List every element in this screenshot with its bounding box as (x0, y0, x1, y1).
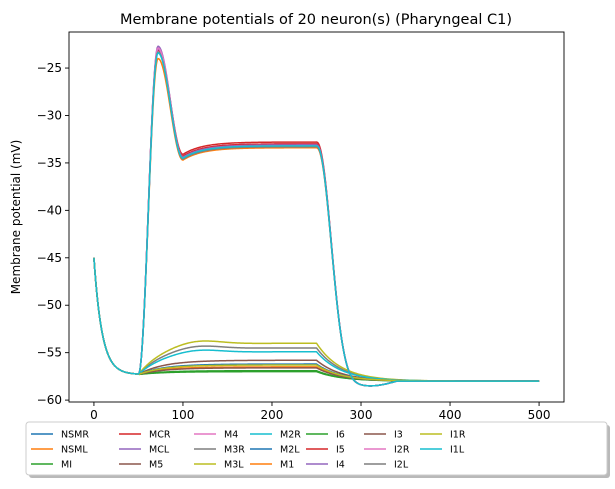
y-tick-label: −35 (37, 156, 62, 170)
chart-title: Membrane potentials of 20 neuron(s) (Pha… (120, 12, 512, 28)
series-layer (93, 45, 540, 387)
x-axis: 0 100 200 300 400 500 (90, 402, 551, 422)
y-tick-label: −50 (37, 298, 62, 312)
legend-label: M5 (149, 460, 163, 471)
legend-label: M1 (280, 460, 294, 471)
legend-label: I2L (394, 460, 409, 471)
plot-area-background (69, 32, 564, 402)
x-tick-label: 100 (172, 408, 195, 422)
y-axis-label: Membrane potential (mV) (9, 140, 23, 295)
legend-label: MCL (149, 445, 170, 456)
legend-label: MCR (149, 430, 171, 441)
legend-label: M4 (224, 430, 238, 441)
legend-label: I5 (336, 445, 345, 456)
legend-label: I3 (394, 430, 403, 441)
legend-label: I4 (336, 460, 345, 471)
plot-frame (68, 31, 565, 403)
legend-label: M3L (224, 460, 244, 471)
legend-label: I2R (394, 445, 410, 456)
legend-label: MI (61, 460, 72, 471)
y-axis: −60 −55 −50 −45 −40 −35 −30 −25 (37, 61, 69, 407)
legend-label: M2L (280, 445, 300, 456)
legend: NSMR NSML MI MCR MCL M5 M4 M3R M3L M2R M2L M1 I6 I5 I4… (25, 421, 610, 478)
y-tick-label: −60 (37, 393, 62, 407)
legend-label: M2R (280, 430, 301, 441)
legend-label: NSML (61, 445, 88, 456)
legend-items: NSMR NSML MI MCR MCL M5 M4 M3R M3L M2R M2L M1 I6 I5 I4… (31, 430, 466, 471)
legend-label: I1R (450, 430, 466, 441)
x-tick-label: 200 (261, 408, 284, 422)
legend-label: M3R (224, 445, 245, 456)
x-tick-label: 400 (439, 408, 462, 422)
y-tick-label: −30 (37, 108, 62, 122)
series-line-i1l (93, 52, 540, 387)
x-tick-label: 300 (350, 408, 373, 422)
x-tick-label: 0 (90, 408, 98, 422)
legend-label: I6 (336, 430, 345, 441)
y-tick-label: −55 (37, 346, 62, 360)
y-tick-label: −25 (37, 61, 62, 75)
x-tick-label: 500 (528, 408, 551, 422)
legend-label: NSMR (61, 430, 89, 441)
legend-label: I1L (450, 445, 465, 456)
y-tick-label: −45 (37, 251, 62, 265)
y-tick-label: −40 (37, 203, 62, 217)
